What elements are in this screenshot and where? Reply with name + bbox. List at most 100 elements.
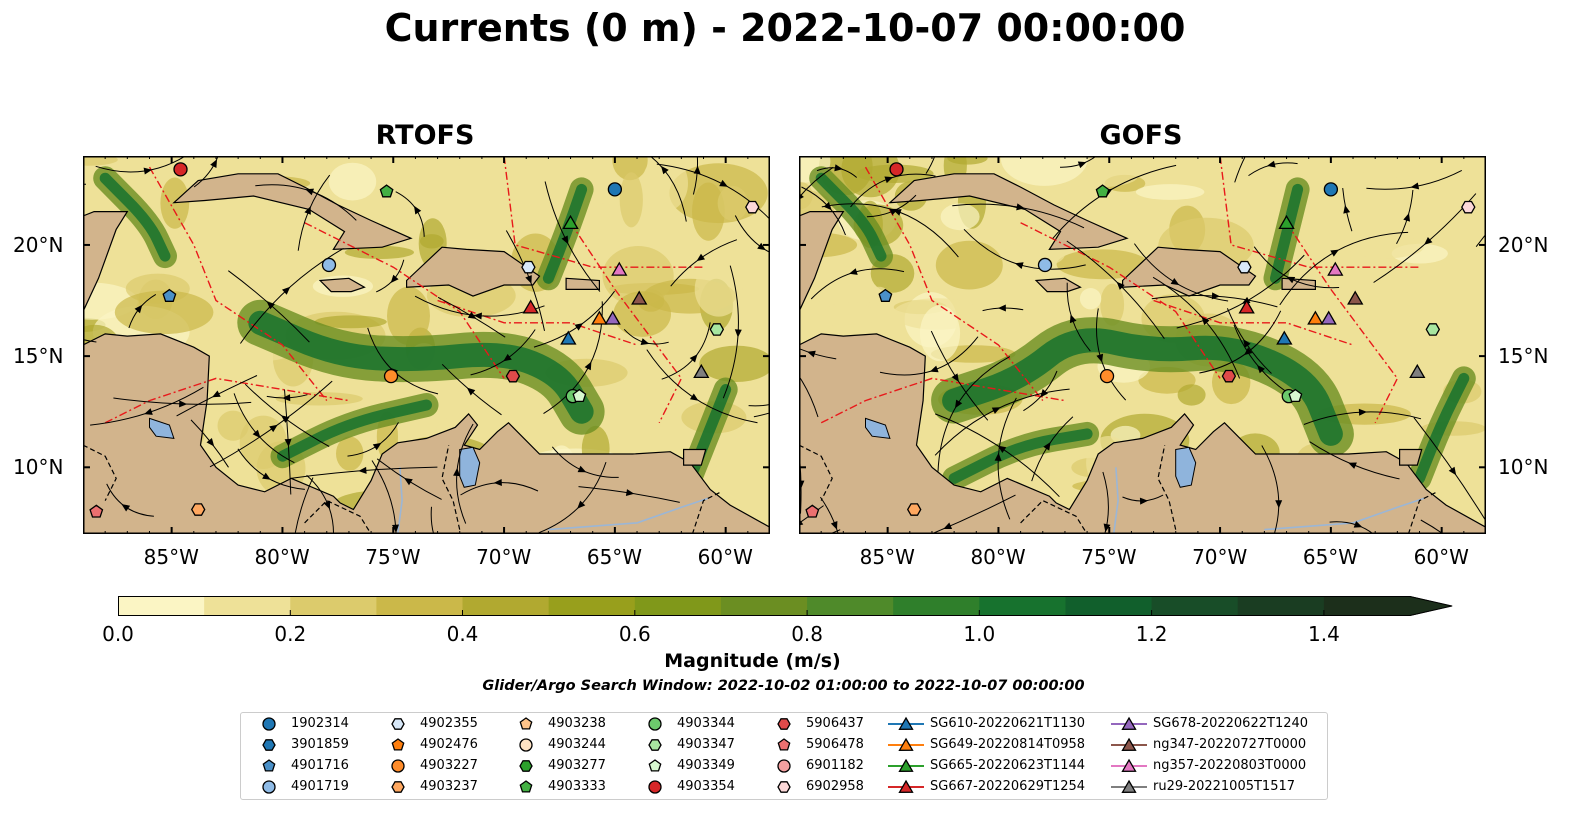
current-jet-core [1270, 183, 1304, 284]
streamline-arrow [689, 393, 699, 401]
streamline-arrow [144, 408, 153, 415]
marker-SG649-20220814T0958 [1307, 310, 1324, 325]
speed-patch [344, 245, 414, 259]
y-tick-label-left: 20°N [13, 232, 64, 257]
colorbar-tick-label: 0.2 [274, 622, 307, 646]
marker-4901716 [878, 288, 893, 302]
streamline-arrow [719, 179, 728, 187]
country-border [1157, 444, 1177, 530]
streamline-arrow [493, 479, 502, 486]
speed-patch [717, 185, 748, 221]
marker-4903349 [1288, 388, 1303, 403]
streamline-arrow [994, 452, 1002, 461]
streamline-arrow [1103, 523, 1111, 533]
land-mass [683, 448, 707, 466]
streamline-arrow [834, 164, 843, 172]
legend-marker-icon [1111, 758, 1147, 772]
streamline-arrow [1139, 497, 1148, 505]
streamline-arrow [661, 165, 669, 175]
river [1264, 497, 1425, 531]
x-tick-label: 70°W [1192, 545, 1248, 569]
y-tick-label-left: 15°N [13, 344, 64, 369]
legend-label: 4901716 [291, 758, 349, 773]
legend-label: SG610-20220621T1130 [930, 716, 1086, 731]
streamline-arrow [466, 387, 476, 396]
marker-4903333 [379, 184, 394, 198]
legend-label: 6901182 [806, 758, 864, 773]
streamline-arrow [392, 524, 399, 533]
land-mass [318, 277, 366, 293]
streamline [799, 375, 819, 418]
marker-4903354 [173, 162, 188, 177]
speed-patch [1138, 366, 1196, 394]
streamline-arrow [358, 466, 367, 474]
marker-4902355 [1237, 260, 1252, 274]
streamline-arrow [734, 329, 742, 338]
land-mass [1399, 448, 1423, 466]
speed-patch [1079, 288, 1102, 310]
current-jet-core [277, 399, 432, 462]
streamline-arrow [1448, 466, 1457, 476]
streamline-arrow [453, 467, 461, 477]
streamline-arrow [577, 465, 587, 473]
legend-marker-icon [888, 758, 924, 772]
streamline [1475, 233, 1486, 248]
streamline-arrow [1267, 160, 1276, 168]
marker-4903227 [1099, 368, 1115, 384]
legend-label: 4903238 [548, 716, 606, 731]
speed-patch [612, 156, 648, 181]
legend-label: 3901859 [291, 737, 349, 752]
eez-boundary [104, 377, 350, 424]
streamline-arrow [807, 350, 816, 358]
marker-1902314 [607, 182, 623, 197]
current-jet-core [942, 328, 1343, 446]
marker-5906437 [505, 369, 521, 383]
speed-patch [940, 203, 980, 231]
marker-4903227 [383, 368, 399, 384]
legend-marker-icon [391, 759, 405, 773]
speed-patch [1353, 318, 1385, 333]
streamline-arrow [625, 489, 635, 496]
country-border [1407, 491, 1438, 534]
current-jet-core [815, 172, 887, 262]
legend-marker-icon [262, 780, 276, 794]
country-border [441, 444, 461, 530]
colorbar-tick-label: 1.4 [1307, 622, 1340, 646]
streamline-arrow [390, 274, 399, 283]
speed-patch [619, 172, 643, 228]
marker-SG667-20220629T1254 [1238, 299, 1255, 314]
speed-patch [1347, 235, 1424, 259]
x-tick-label: 80°W [970, 545, 1026, 569]
marker-SG649-20220814T0958 [591, 310, 608, 325]
streamline-arrow [323, 500, 331, 510]
lake [865, 417, 891, 439]
colorbar-segment [376, 596, 464, 616]
speed-patch [328, 162, 377, 201]
country-border [1020, 499, 1088, 534]
x-tick-label: 70°W [476, 545, 532, 569]
speed-patch [692, 182, 725, 241]
speed-patch [314, 315, 387, 329]
legend-label: 4903344 [677, 716, 735, 731]
colorbar [117, 596, 1453, 616]
marker-SG678-20220622T1240 [604, 310, 621, 325]
country-border [304, 499, 372, 534]
map-frame [799, 156, 1486, 534]
marker-4901719 [1037, 257, 1053, 273]
legend-label: SG678-20220622T1240 [1153, 716, 1309, 731]
legend-marker-icon [777, 759, 791, 773]
streamline-arrow [212, 390, 221, 398]
current-jet-core [99, 172, 171, 262]
speed-patch [935, 240, 1003, 290]
x-tick-label: 75°W [1081, 545, 1137, 569]
streamline-arrow [561, 235, 569, 245]
marker-SG678-20220622T1240 [1320, 310, 1337, 325]
marker-SG610-20220621T1130 [1276, 330, 1293, 345]
colorbar-segment [1323, 596, 1411, 616]
speed-patch [1135, 184, 1205, 200]
land-mass [83, 333, 770, 534]
streamline-arrow [404, 478, 413, 486]
colorbar-segment [807, 596, 894, 616]
streamline-arrow [696, 253, 705, 262]
legend-marker-icon [1111, 779, 1147, 793]
